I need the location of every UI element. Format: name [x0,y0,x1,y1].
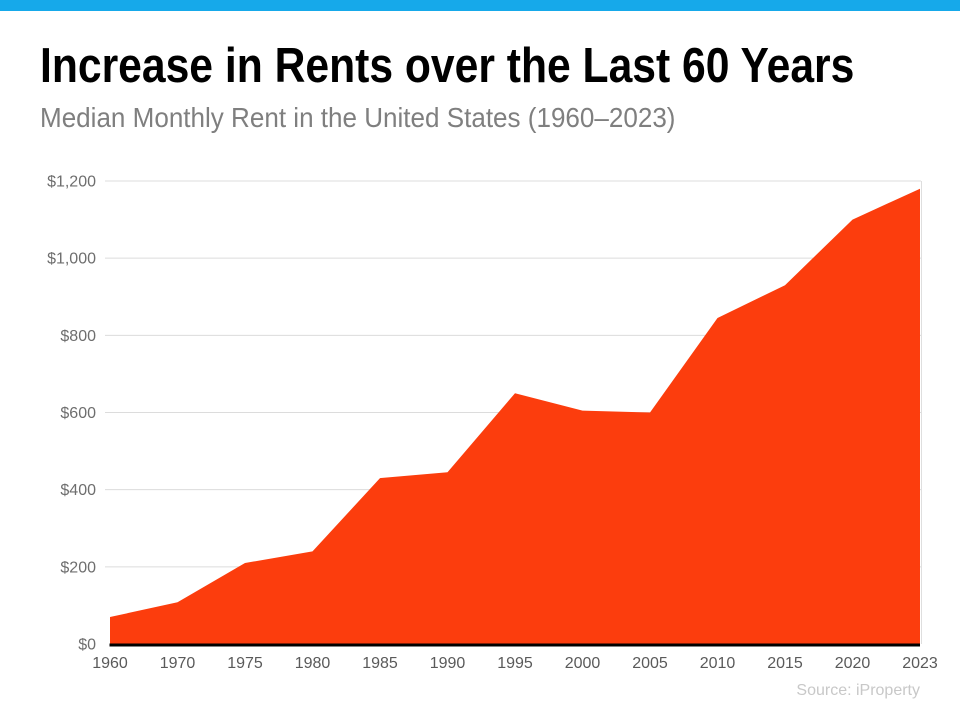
x-tick-label: 2000 [565,655,601,672]
x-tick-label: 1990 [430,655,466,672]
x-tick-label: 2023 [902,655,938,672]
source-attribution: Source: iProperty [796,682,920,699]
y-tick-label: $400 [60,482,96,499]
top-accent-bar [0,0,960,11]
x-tick-label: 1970 [160,655,196,672]
x-tick-label: 1960 [92,655,128,672]
x-tick-label: 1985 [362,655,398,672]
x-tick-label: 2005 [632,655,668,672]
x-tick-label: 1995 [497,655,533,672]
page-title: Increase in Rents over the Last 60 Years [40,39,855,93]
page-subtitle: Median Monthly Rent in the United States… [40,102,676,133]
y-tick-label: $0 [78,637,96,654]
rent-area-series [110,188,920,644]
y-tick-label: $800 [60,328,96,345]
x-tick-label: 1975 [227,655,263,672]
x-tick-label: 2010 [700,655,736,672]
y-tick-label: $1,000 [47,251,96,268]
x-tick-label: 2020 [835,655,871,672]
y-tick-label: $600 [60,405,96,422]
x-tick-label: 2015 [767,655,803,672]
y-tick-label: $200 [60,559,96,576]
x-tick-label: 1980 [295,655,331,672]
y-tick-label: $1,200 [47,174,96,191]
